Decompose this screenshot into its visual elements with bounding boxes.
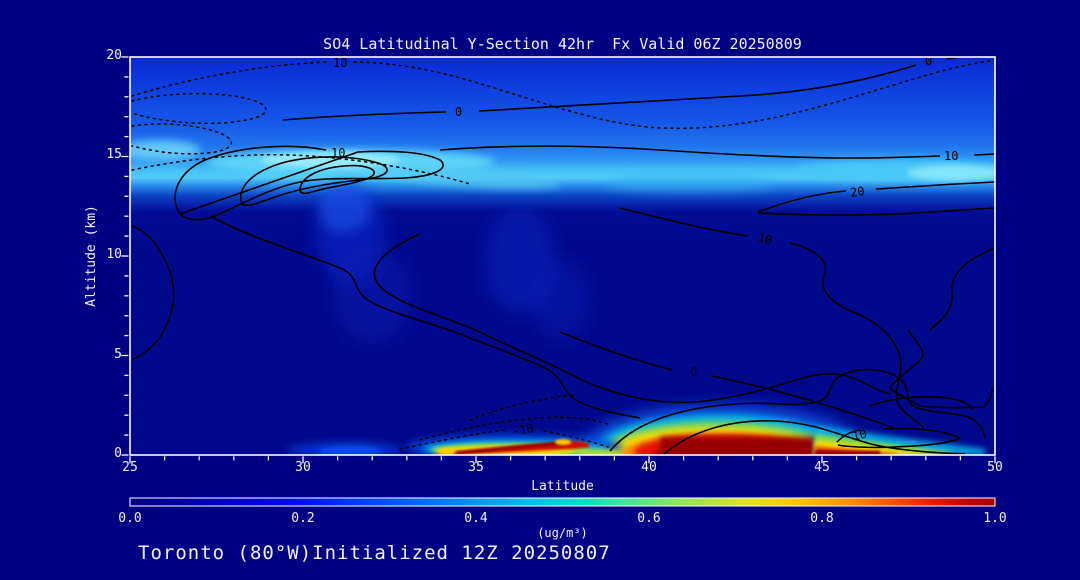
contour-label: 10 bbox=[944, 149, 958, 163]
contour-label: 0 bbox=[925, 54, 932, 68]
colorbar-tick-label: 0.0 bbox=[118, 511, 142, 526]
colorbar-tick-label: 0.2 bbox=[291, 511, 315, 526]
x-tick-label: 35 bbox=[468, 460, 484, 475]
colorbar-tick-label: 0.8 bbox=[810, 511, 834, 526]
main-hot-plume bbox=[582, 403, 862, 455]
colorbar-tick-label: 0.4 bbox=[464, 511, 488, 526]
y-tick-label: 15 bbox=[106, 147, 122, 162]
contour-label: 20 bbox=[849, 184, 865, 200]
mid-plumes bbox=[316, 184, 590, 345]
x-tick-label: 25 bbox=[122, 460, 138, 475]
contour-label: 0 bbox=[455, 105, 462, 119]
chart-title: SO4 Latitudinal Y-Section 42hr Fx Valid … bbox=[323, 35, 802, 53]
contour-labels: 10 0 10 0 10 20 10 0 -10 10 bbox=[331, 54, 958, 444]
surface-hot-streak bbox=[407, 434, 623, 455]
contour-lines-solid bbox=[131, 57, 995, 455]
x-axis-label: Latitude bbox=[531, 479, 594, 494]
x-tick-label: 30 bbox=[295, 460, 311, 475]
y-tick-label: 0 bbox=[114, 446, 122, 461]
contour-lines-dotted bbox=[131, 59, 995, 450]
heatmap-field: 10 0 10 0 10 20 10 0 -10 10 bbox=[130, 54, 995, 455]
y-tick-label: 20 bbox=[106, 48, 122, 63]
colorbar-gradient bbox=[129, 497, 996, 507]
surface-blue-patch bbox=[287, 442, 403, 455]
x-tick-label: 50 bbox=[987, 460, 1003, 475]
contour-label: 10 bbox=[331, 146, 345, 160]
y-tick-label: 10 bbox=[106, 247, 122, 262]
colorbar bbox=[129, 497, 996, 507]
contour-label: 0 bbox=[690, 365, 697, 379]
plot-frame bbox=[129, 56, 996, 456]
contour-label: 10 bbox=[756, 230, 773, 247]
footer-annotation: Toronto (80°W)Initialized 12Z 20250807 bbox=[138, 542, 611, 564]
y-tick-label: 5 bbox=[114, 347, 122, 362]
x-tick-label: 45 bbox=[814, 460, 830, 475]
contour-label: 10 bbox=[333, 56, 347, 70]
axis-tick-marks bbox=[121, 56, 996, 464]
colorbar-tick-label: 0.6 bbox=[637, 511, 661, 526]
contour-label: 10 bbox=[851, 427, 868, 444]
x-tick-label: 40 bbox=[641, 460, 657, 475]
cyan-band-blobs bbox=[130, 140, 995, 191]
contour-label: -10 bbox=[511, 421, 535, 439]
colorbar-tick-label: 1.0 bbox=[983, 511, 1007, 526]
colorbar-unit-label: (ug/m³) bbox=[537, 526, 588, 540]
